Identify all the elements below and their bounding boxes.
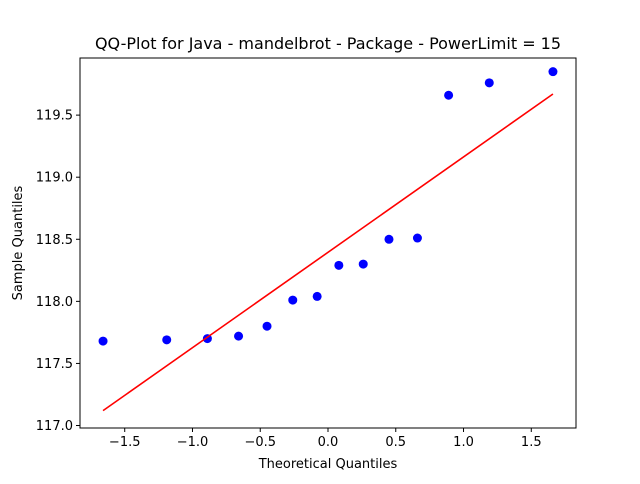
data-point [384,234,394,244]
data-point [412,233,422,243]
data-point [98,336,108,346]
data-point [484,78,494,88]
reference-line [102,93,554,412]
y-axis: 117.0 117.5 118.0 118.5 119.0 119.5 [36,109,80,434]
data-point [358,259,368,269]
plot-frame [79,57,577,429]
data-point [444,90,454,100]
data-point [162,335,172,345]
chart-title: QQ-Plot for Java - mandelbrot - Package … [95,34,561,53]
y-tick-label: 118.5 [36,233,73,248]
x-axis-label: Theoretical Quantiles [258,457,398,472]
data-point [288,295,298,305]
x-tick-label: 1.0 [453,435,474,450]
x-tick-label: 0.0 [318,435,339,450]
x-axis: −1.5 −1.0 −0.5 0.0 0.5 1.0 1.5 [109,428,542,450]
data-point [334,260,344,270]
data-point [234,331,244,341]
x-tick-label: −1.0 [177,435,209,450]
y-tick-label: 117.5 [36,357,73,372]
data-point [548,67,558,77]
x-tick-label: −1.5 [109,435,141,450]
x-tick-label: 0.5 [385,435,406,450]
data-point [312,291,322,301]
data-point [262,321,272,331]
x-tick-label: −0.5 [244,435,276,450]
y-tick-label: 117.0 [36,419,73,434]
y-tick-label: 119.0 [36,171,73,186]
plot-content [98,67,558,412]
y-tick-label: 118.0 [36,295,73,310]
y-axis-label: Sample Quantiles [11,185,26,300]
x-tick-label: 1.5 [521,435,542,450]
y-tick-label: 119.5 [36,109,73,124]
